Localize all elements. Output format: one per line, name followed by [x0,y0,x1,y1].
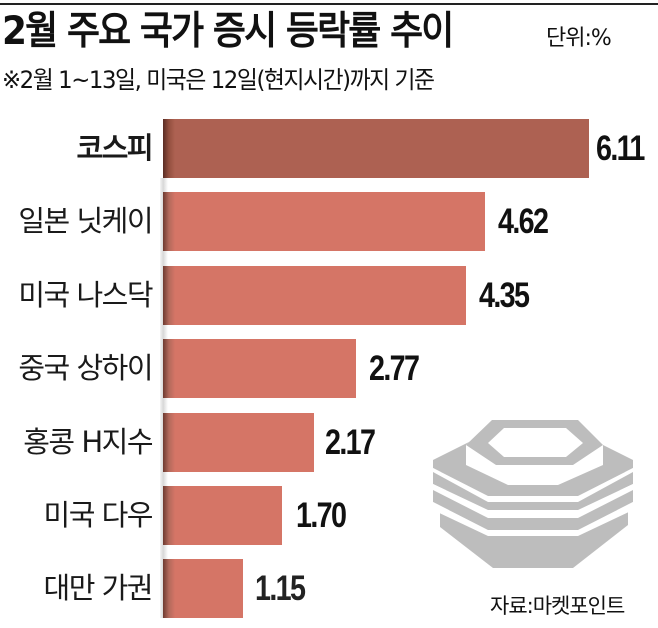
bar [163,413,314,472]
bar [163,119,589,178]
bar [163,339,356,398]
bar [163,192,485,251]
bar-label: 미국 다우 [43,498,154,532]
bar-label: 미국 나스닥 [18,278,153,312]
chart-title: 2월 주요 국가 증시 등락률 추이 [2,9,454,54]
bar-value: 4.35 [479,276,530,315]
bar-value: 1.70 [296,496,347,535]
stacked-hexagon-coins-icon [433,420,633,568]
bar-row: 미국 나스닥 4.35 [0,266,658,325]
bar [163,559,243,618]
bar-label: 홍콩 H지수 [23,425,153,459]
bar-row: 대만 가권 1.15 [0,559,658,618]
bar-row: 홍콩 H지수 2.17 [0,413,658,472]
chart-note: ※2월 1~13일, 미국은 12일(현지시간)까지 기준 [2,66,435,94]
bar-label: 일본 닛케이 [18,204,153,238]
bar-row: 중국 상하이 2.77 [0,339,658,398]
bar [163,486,282,545]
bar-value: 6.11 [596,129,645,168]
unit-label: 단위:% [546,26,612,51]
bar-row: 미국 다우 1.70 [0,486,658,545]
axis-shadow [160,178,168,618]
bar-label: 중국 상하이 [18,351,153,385]
bar-row: 일본 닛케이 4.62 [0,192,658,251]
bar-value: 2.17 [325,423,376,462]
source-label: 자료:마켓포인트 [490,594,625,618]
bar-value: 2.77 [369,349,420,388]
bar-value: 1.15 [255,569,306,608]
bar-label: 대만 가권 [43,571,154,605]
bar [163,266,466,325]
bar-value: 4.62 [498,202,549,241]
bar-row: 코스피 6.11 [0,119,658,178]
top-rule [0,3,658,5]
bar-label: 코스피 [76,131,153,165]
